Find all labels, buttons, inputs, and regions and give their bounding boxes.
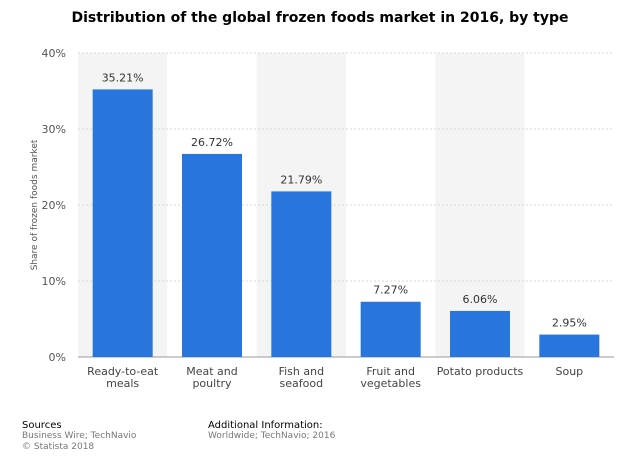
bar	[271, 191, 332, 357]
data-label: 6.06%	[463, 293, 498, 306]
data-label: 2.95%	[552, 317, 587, 330]
footer-additional-info: Additional Information: Worldwide; TechN…	[208, 420, 335, 442]
chart-title: Distribution of the global frozen foods …	[71, 10, 569, 26]
y-axis-ticks: 0% 10% 20% 30% 40%	[42, 47, 66, 364]
y-tick-label: 0%	[49, 351, 66, 364]
bar	[360, 301, 421, 357]
data-labels: 35.21% 26.72% 21.79% 7.27% 6.06% 2.95%	[102, 71, 587, 329]
data-label: 21.79%	[280, 173, 322, 186]
grid-lines	[78, 52, 614, 358]
sources-line: Business Wire; TechNavio	[22, 431, 137, 441]
y-tick-label: 30%	[42, 123, 66, 136]
bars	[92, 89, 600, 358]
y-tick-label: 10%	[42, 275, 66, 288]
x-tick-label: Fish and seafood	[279, 365, 324, 390]
sources-heading: Sources	[22, 420, 62, 431]
data-label: 7.27%	[373, 284, 408, 297]
info-line: Worldwide; TechNavio; 2016	[208, 431, 336, 441]
y-tick-label: 20%	[42, 199, 66, 212]
category-labels: Ready-to-eat meals Meat and poultry Fish and…	[87, 365, 583, 390]
copyright-line: © Statista 2018	[22, 442, 95, 452]
bar	[182, 153, 242, 357]
x-tick-label: Potato products	[437, 365, 524, 378]
y-tick-label: 40%	[42, 47, 66, 60]
data-label: 26.72%	[191, 136, 233, 149]
footer-sources: Sources Business Wire; TechNavio © Stati…	[22, 420, 136, 453]
bar	[539, 334, 600, 357]
x-tick-label: Fruit and vegetables	[360, 365, 421, 390]
bar-chart: 0% 10% 20% 30% 40% 35.21% 26.72% 21.79% 7.27% 6.…	[30, 47, 614, 390]
bar	[450, 310, 510, 357]
info-heading: Additional Information:	[208, 420, 323, 431]
y-axis-title: Share of frozen foods market	[30, 139, 40, 270]
data-label: 35.21%	[102, 71, 144, 84]
x-tick-label: Ready-to-eat meals	[87, 365, 159, 390]
bar	[92, 89, 153, 358]
x-tick-label: Soup	[555, 365, 583, 378]
x-tick-label: Meat and poultry	[186, 365, 238, 390]
